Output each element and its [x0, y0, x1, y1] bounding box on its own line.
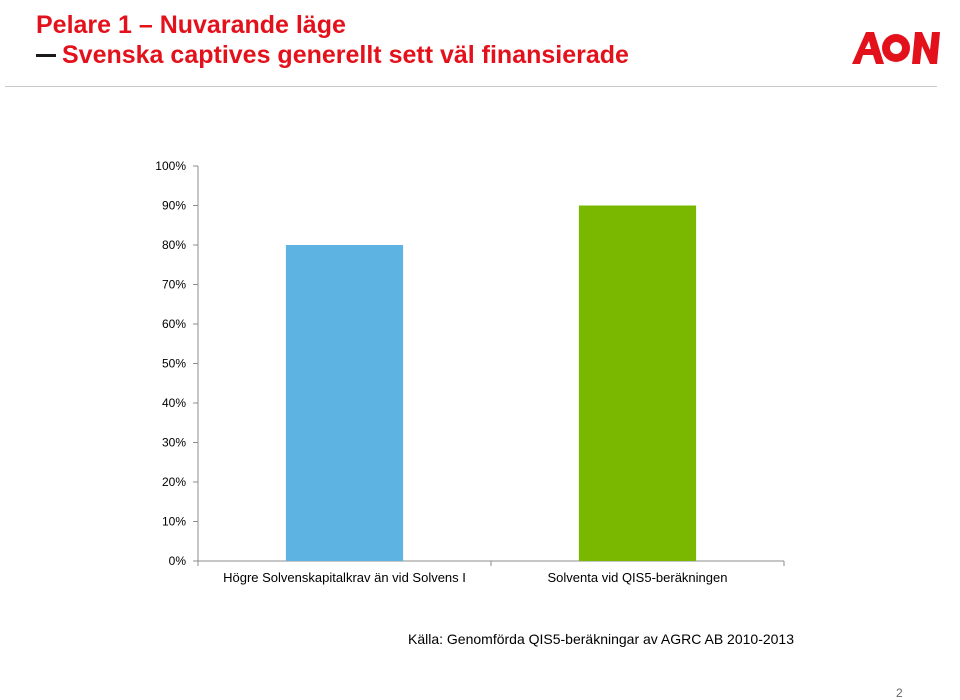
title-line-2: Svenska captives generellt sett väl fina…	[36, 40, 629, 70]
y-tick-label: 20%	[162, 475, 186, 489]
slide-title: Pelare 1 – Nuvarande läge Svenska captiv…	[36, 10, 629, 70]
title-line-1: Pelare 1 – Nuvarande läge	[36, 11, 346, 39]
logo-letter-n	[912, 32, 940, 64]
y-tick-label: 80%	[162, 238, 186, 252]
header-divider	[5, 86, 937, 87]
y-tick-label: 40%	[162, 396, 186, 410]
x-category-label: Solventa vid QIS5-beräkningen	[548, 570, 728, 585]
x-category-label: Högre Solvenskapitalkrav än vid Solvens …	[223, 570, 466, 585]
logo-letter-a	[852, 32, 884, 64]
y-tick-label: 10%	[162, 515, 186, 529]
bar	[285, 245, 404, 561]
y-tick-label: 30%	[162, 436, 186, 450]
y-tick-label: 90%	[162, 199, 186, 213]
page-number: 2	[896, 686, 903, 700]
y-tick-label: 50%	[162, 357, 186, 371]
title-line-2-text: Svenska captives generellt sett väl fina…	[62, 41, 629, 69]
aon-logo	[852, 32, 940, 64]
y-tick-label: 70%	[162, 278, 186, 292]
dash-bullet	[36, 53, 56, 57]
y-tick-label: 60%	[162, 317, 186, 331]
source-note: Källa: Genomförda QIS5-beräkningar av AG…	[408, 631, 794, 647]
y-tick-label: 100%	[155, 159, 186, 173]
logo-letter-o-counter	[890, 42, 902, 54]
y-tick-label: 0%	[169, 554, 187, 568]
bar	[578, 205, 697, 561]
